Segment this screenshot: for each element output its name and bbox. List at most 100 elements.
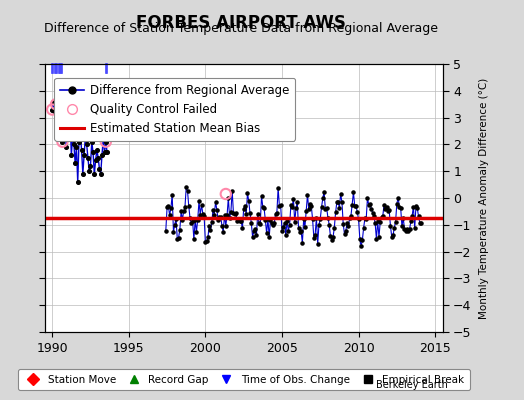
- Text: Berkeley Earth: Berkeley Earth: [376, 380, 448, 390]
- Point: [335, 205, 344, 211]
- Point: [266, 217, 275, 223]
- Point: [84, 154, 92, 161]
- Point: [365, 202, 373, 208]
- Point: [73, 179, 82, 185]
- Point: [349, 189, 357, 196]
- Point: [281, 232, 290, 238]
- Point: [225, 214, 234, 221]
- Point: [54, 120, 63, 126]
- Point: [48, 106, 57, 113]
- Point: [227, 209, 235, 215]
- Point: [58, 138, 67, 145]
- Point: [63, 117, 72, 124]
- Point: [328, 237, 336, 243]
- Point: [90, 171, 99, 177]
- Text: FORBES AIRPORT AWS: FORBES AIRPORT AWS: [136, 14, 346, 32]
- Point: [312, 214, 321, 221]
- Point: [263, 230, 271, 237]
- Point: [379, 213, 387, 219]
- Point: [95, 165, 104, 172]
- Point: [345, 215, 354, 222]
- Point: [67, 152, 75, 158]
- Point: [100, 149, 108, 156]
- Point: [259, 204, 267, 210]
- Point: [343, 220, 351, 226]
- Point: [189, 218, 197, 224]
- Point: [293, 199, 301, 205]
- Point: [315, 221, 323, 228]
- Point: [183, 188, 192, 194]
- Point: [374, 218, 382, 224]
- Point: [243, 190, 252, 196]
- Point: [223, 212, 231, 218]
- Point: [187, 219, 195, 226]
- Point: [164, 203, 172, 209]
- Point: [196, 212, 204, 218]
- Point: [71, 160, 79, 166]
- Point: [275, 203, 283, 209]
- Y-axis label: Monthly Temperature Anomaly Difference (°C): Monthly Temperature Anomaly Difference (…: [478, 77, 489, 319]
- Point: [325, 221, 333, 228]
- Point: [307, 203, 315, 209]
- Point: [178, 216, 187, 223]
- Point: [287, 202, 295, 208]
- Point: [62, 125, 70, 132]
- Point: [163, 204, 171, 210]
- Point: [292, 205, 300, 212]
- Point: [388, 234, 396, 240]
- Point: [278, 228, 286, 234]
- Point: [309, 216, 317, 222]
- Point: [103, 149, 111, 156]
- Point: [324, 214, 332, 221]
- Point: [166, 212, 174, 218]
- Point: [261, 217, 269, 223]
- Point: [99, 136, 107, 142]
- Point: [321, 206, 330, 212]
- Point: [356, 236, 364, 242]
- Point: [241, 202, 249, 209]
- Point: [190, 236, 198, 243]
- Point: [174, 234, 183, 241]
- Point: [359, 224, 368, 231]
- Point: [366, 200, 374, 207]
- Point: [257, 193, 266, 200]
- Point: [216, 214, 225, 220]
- Point: [283, 218, 291, 224]
- Point: [247, 220, 256, 226]
- Point: [367, 206, 376, 212]
- Point: [361, 215, 369, 222]
- Point: [70, 141, 78, 148]
- Point: [86, 163, 95, 169]
- Point: [376, 219, 385, 225]
- Point: [334, 198, 342, 205]
- Point: [333, 199, 341, 206]
- Point: [340, 231, 348, 238]
- Point: [184, 203, 193, 210]
- Point: [205, 222, 213, 229]
- Point: [408, 212, 417, 219]
- Point: [50, 109, 59, 116]
- Point: [191, 217, 199, 223]
- Point: [204, 234, 212, 241]
- Point: [280, 220, 289, 226]
- Point: [177, 208, 185, 214]
- Point: [53, 104, 61, 110]
- Point: [218, 222, 226, 229]
- Point: [242, 211, 250, 217]
- Point: [168, 192, 177, 198]
- Point: [344, 223, 353, 230]
- Point: [58, 138, 67, 145]
- Point: [371, 220, 379, 226]
- Point: [326, 233, 335, 240]
- Point: [102, 138, 110, 145]
- Point: [238, 225, 247, 232]
- Point: [290, 219, 299, 225]
- Point: [232, 210, 240, 216]
- Point: [69, 133, 77, 140]
- Point: [298, 240, 307, 246]
- Point: [167, 205, 175, 211]
- Point: [407, 218, 415, 224]
- Point: [389, 232, 397, 239]
- Point: [72, 144, 81, 150]
- Point: [80, 152, 89, 158]
